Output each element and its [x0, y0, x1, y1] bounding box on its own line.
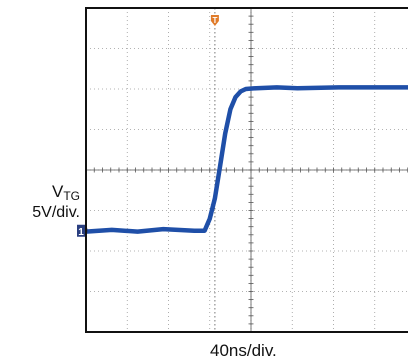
trace-group [83, 85, 408, 234]
channel-marker-label: 1 [78, 227, 84, 238]
x-scale-label: 40ns/div. [210, 341, 277, 360]
y-axis-label: VTG [52, 183, 80, 202]
y-label-sub: TG [63, 189, 80, 203]
signal-trace [83, 85, 408, 234]
trigger-marker [210, 15, 219, 26]
grid [85, 7, 408, 333]
plot-border [85, 7, 408, 333]
y-scale-label: 5V/div. [32, 204, 80, 221]
frame [85, 7, 408, 333]
y-label-main: V [51, 182, 64, 201]
trigger-marker-label: T [212, 16, 217, 25]
